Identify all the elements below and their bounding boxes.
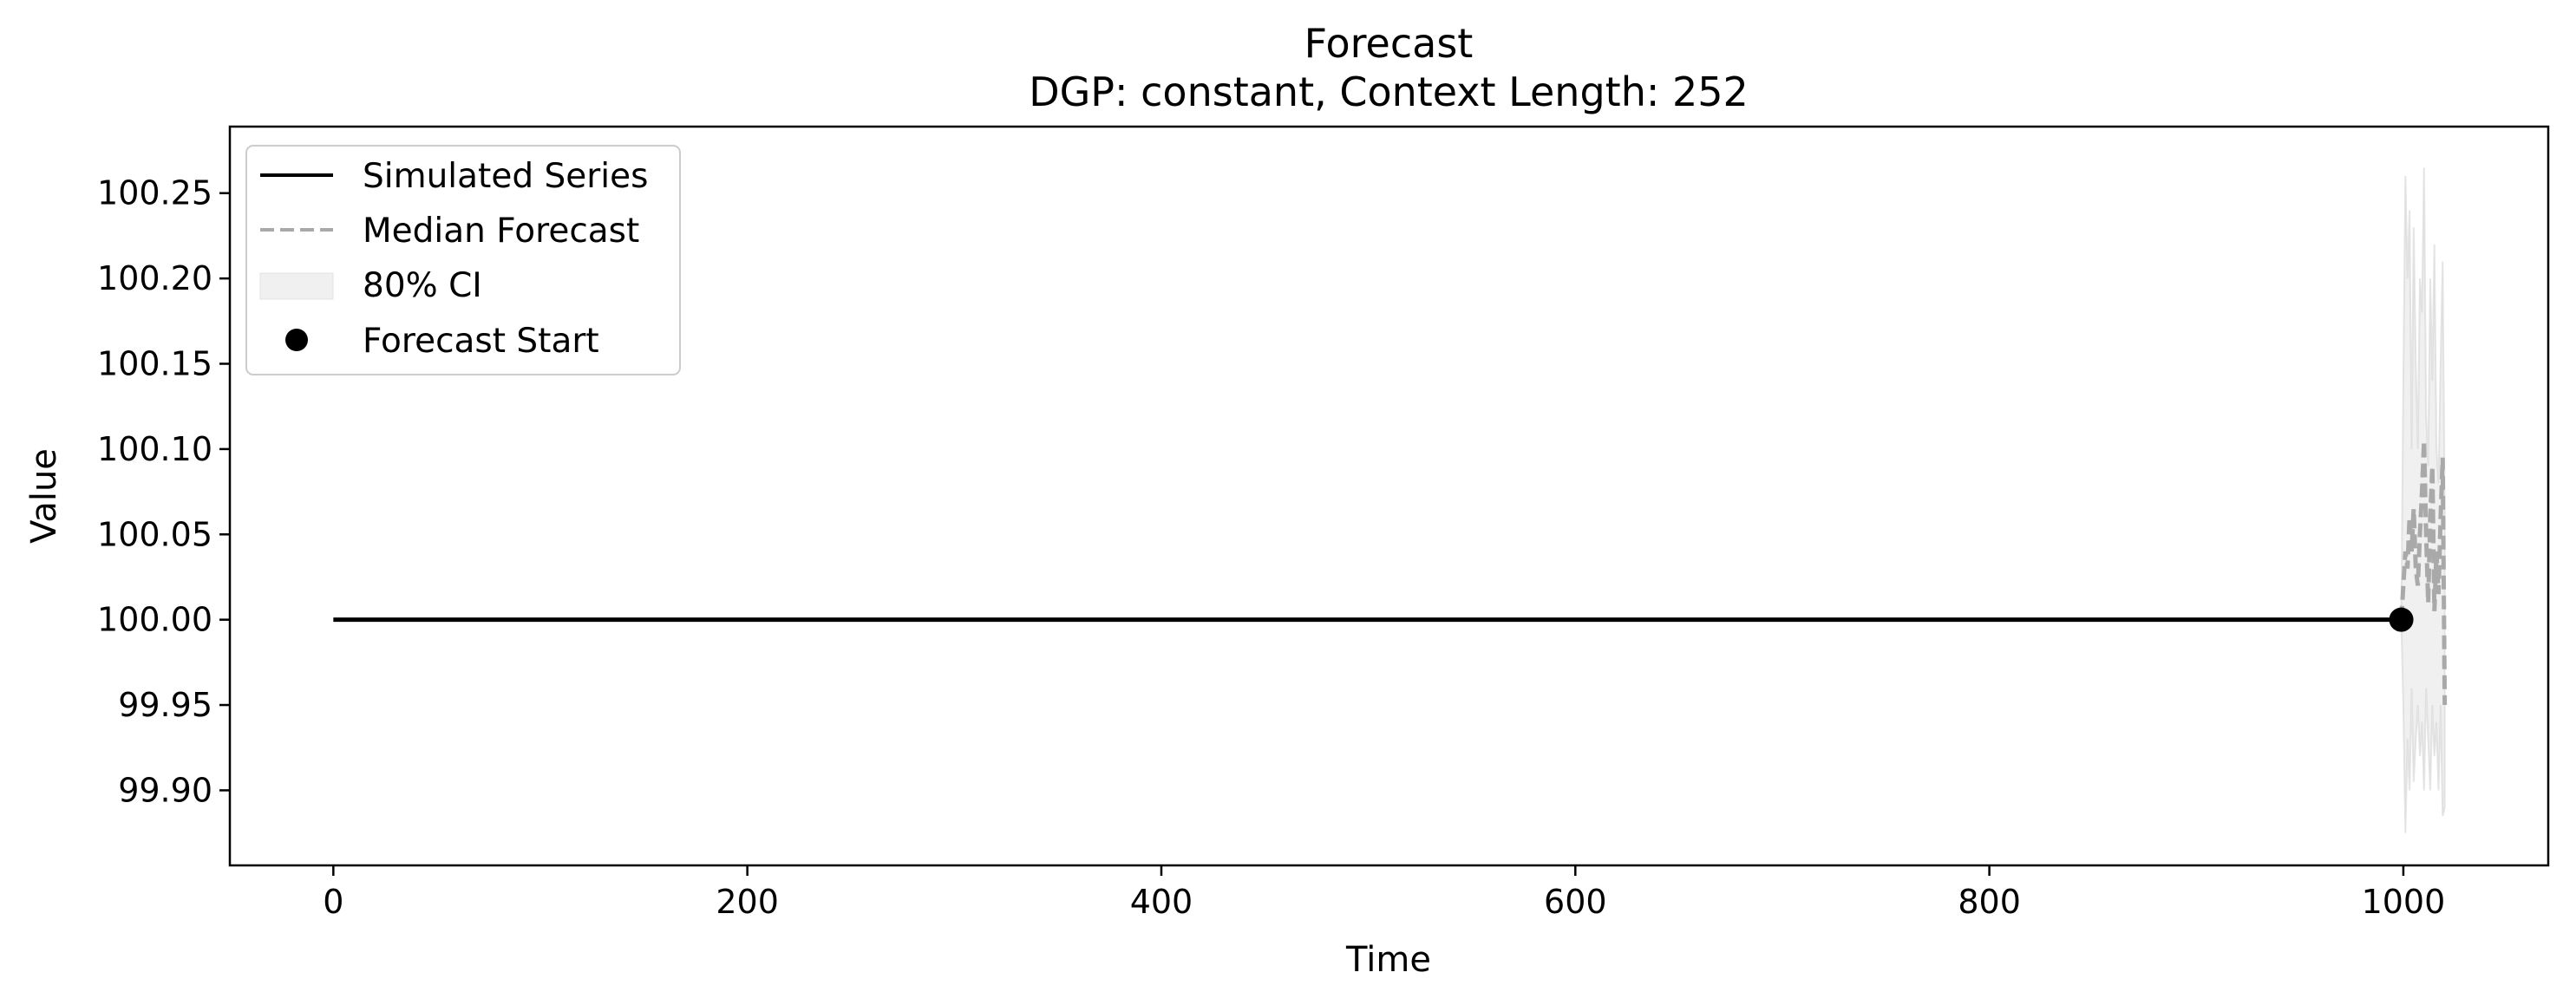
x-axis: 0 200 400 600 800 1000	[323, 865, 2445, 921]
y-tick-label: 100.25	[97, 174, 212, 212]
y-tick-label: 100.20	[97, 259, 212, 297]
y-tick-label: 99.95	[118, 686, 212, 724]
y-axis: 99.90 99.95 100.00 100.05 100.10 100.15 100.20…	[97, 174, 230, 809]
legend-start-swatch	[285, 329, 308, 351]
legend: Simulated Series Median Forecast 80% CI …	[245, 145, 681, 375]
median-forecast-line	[2399, 440, 2448, 706]
x-tick-label: 1000	[2362, 883, 2446, 921]
legend-box	[245, 145, 681, 375]
y-axis-label: Value	[24, 448, 64, 544]
x-tick-label: 0	[323, 883, 343, 921]
legend-ci-label: 80% CI	[363, 266, 482, 305]
plot-frame	[228, 125, 2550, 867]
x-tick-label: 400	[1130, 883, 1193, 921]
legend-start-label: Forecast Start	[363, 322, 599, 361]
plot-area	[333, 167, 2448, 833]
y-tick-label: 99.90	[118, 771, 212, 809]
y-tick-label: 100.10	[97, 430, 212, 468]
y-tick-label: 100.15	[97, 345, 212, 383]
legend-ci-swatch	[259, 272, 334, 300]
legend-simulated-label: Simulated Series	[363, 157, 648, 196]
chart-subtitle: DGP: constant, Context Length: 252	[1029, 69, 1749, 115]
x-axis-label: Time	[1345, 940, 1431, 980]
y-tick-label: 100.00	[97, 601, 212, 639]
x-tick-label: 800	[1958, 883, 2021, 921]
y-tick-label: 100.05	[97, 515, 212, 553]
legend-median-label: Median Forecast	[363, 212, 639, 251]
forecast-start-marker	[2389, 607, 2414, 632]
x-tick-label: 200	[716, 883, 779, 921]
x-tick-label: 600	[1544, 883, 1607, 921]
chart-title: Forecast	[1304, 20, 1474, 67]
